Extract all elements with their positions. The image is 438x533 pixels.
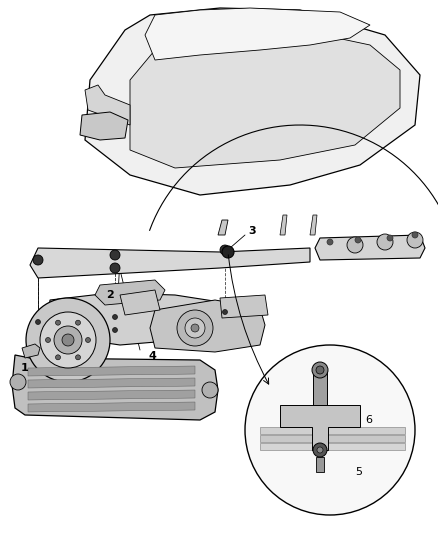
Polygon shape — [28, 378, 195, 388]
Circle shape — [185, 318, 205, 338]
Polygon shape — [85, 8, 420, 195]
Polygon shape — [28, 402, 195, 412]
Circle shape — [33, 255, 43, 265]
Polygon shape — [260, 435, 405, 442]
Polygon shape — [80, 112, 128, 140]
Polygon shape — [85, 85, 130, 125]
Text: 5: 5 — [355, 467, 362, 477]
Circle shape — [377, 234, 393, 250]
Text: 3: 3 — [248, 226, 256, 236]
Polygon shape — [260, 427, 405, 434]
Circle shape — [46, 337, 50, 343]
Circle shape — [62, 334, 74, 346]
Circle shape — [412, 232, 418, 238]
Text: 2: 2 — [106, 290, 114, 300]
Polygon shape — [30, 248, 310, 278]
Polygon shape — [260, 443, 405, 450]
Polygon shape — [120, 290, 160, 315]
Circle shape — [40, 312, 96, 368]
Circle shape — [35, 319, 40, 325]
Circle shape — [327, 239, 333, 245]
Circle shape — [56, 320, 60, 325]
Polygon shape — [218, 220, 228, 235]
Circle shape — [56, 355, 60, 360]
Circle shape — [110, 263, 120, 273]
Circle shape — [312, 362, 328, 378]
Polygon shape — [22, 344, 40, 358]
Circle shape — [113, 314, 117, 319]
Polygon shape — [316, 457, 324, 472]
Circle shape — [177, 310, 213, 346]
Polygon shape — [28, 390, 195, 400]
Circle shape — [75, 355, 81, 360]
Circle shape — [220, 245, 230, 255]
Polygon shape — [28, 366, 195, 376]
Circle shape — [222, 246, 234, 258]
Text: 4: 4 — [148, 351, 156, 361]
Circle shape — [317, 447, 323, 453]
Polygon shape — [95, 280, 165, 305]
Circle shape — [113, 327, 117, 333]
Polygon shape — [145, 8, 370, 60]
Circle shape — [407, 232, 423, 248]
Text: 6: 6 — [365, 415, 372, 425]
Polygon shape — [313, 370, 327, 405]
Circle shape — [110, 250, 120, 260]
Polygon shape — [130, 22, 400, 168]
Circle shape — [191, 324, 199, 332]
Circle shape — [10, 374, 26, 390]
Polygon shape — [280, 215, 287, 235]
Circle shape — [387, 235, 393, 241]
Circle shape — [54, 326, 82, 354]
Circle shape — [223, 310, 227, 314]
Circle shape — [245, 345, 415, 515]
Polygon shape — [315, 235, 425, 260]
Circle shape — [202, 382, 218, 398]
Text: 1: 1 — [21, 363, 29, 373]
Polygon shape — [310, 215, 317, 235]
Polygon shape — [150, 300, 265, 352]
Polygon shape — [280, 405, 360, 450]
Polygon shape — [220, 295, 268, 318]
Circle shape — [316, 366, 324, 374]
Circle shape — [313, 443, 327, 457]
Circle shape — [26, 298, 110, 382]
Circle shape — [355, 237, 361, 243]
Circle shape — [347, 237, 363, 253]
Polygon shape — [48, 293, 222, 345]
Circle shape — [85, 337, 91, 343]
Circle shape — [75, 320, 81, 325]
Polygon shape — [12, 355, 218, 420]
